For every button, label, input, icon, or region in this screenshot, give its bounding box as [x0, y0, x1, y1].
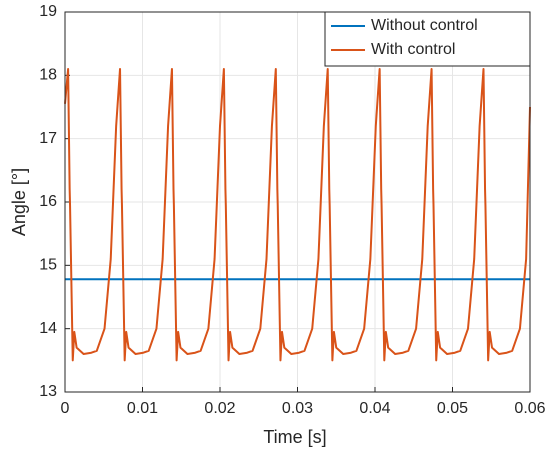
y-tick-label: 17: [39, 130, 57, 147]
x-axis-label: Time [s]: [263, 427, 326, 447]
x-tick-label: 0: [61, 400, 70, 417]
x-tick-label: 0.01: [127, 400, 158, 417]
legend-label: Without control: [371, 17, 478, 34]
x-tick-label: 0.02: [204, 400, 235, 417]
y-tick-label: 15: [39, 257, 57, 274]
y-tick-label: 13: [39, 383, 57, 400]
legend-label: With control: [371, 41, 455, 58]
x-tick-label: 0.03: [282, 400, 313, 417]
y-axis-label: Angle [°]: [9, 168, 29, 236]
y-tick-label: 16: [39, 193, 57, 210]
x-tick-label: 0.06: [514, 400, 545, 417]
legend-box: [324, 11, 531, 67]
y-tick-label: 19: [39, 3, 57, 20]
x-tick-label: 0.04: [359, 400, 390, 417]
y-tick-label: 18: [39, 67, 57, 84]
x-tick-label: 0.05: [437, 400, 468, 417]
data-line: [64, 68, 531, 362]
y-tick-label: 14: [39, 320, 57, 337]
axes-box: [64, 11, 531, 393]
